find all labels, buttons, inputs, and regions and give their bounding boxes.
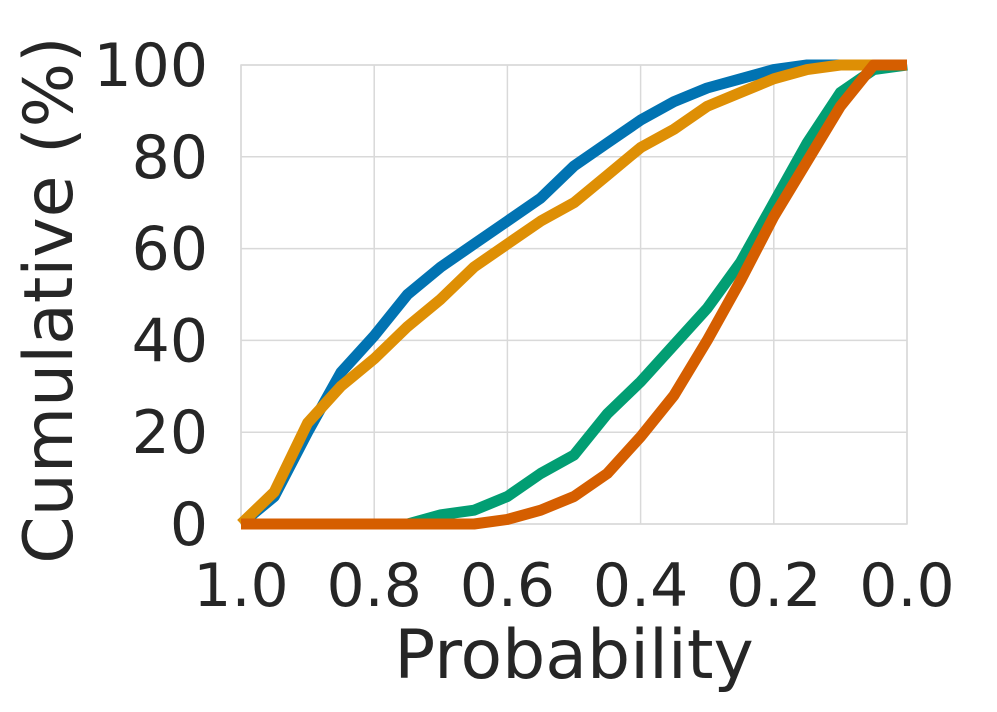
series-line-4 xyxy=(241,59,907,530)
y-tick-label: 40 xyxy=(132,306,208,376)
y-tick-label: 60 xyxy=(132,215,208,285)
x-tick-label: 0.6 xyxy=(460,551,555,621)
y-tick-label: 20 xyxy=(132,398,208,468)
x-tick-label: 1.0 xyxy=(193,551,288,621)
x-tick-label: 0.8 xyxy=(326,551,421,621)
y-tick-labels: 0 20 40 60 80 100 xyxy=(93,31,208,560)
plot-area xyxy=(237,59,908,530)
x-axis-label: Probability xyxy=(394,616,753,695)
x-gridlines xyxy=(240,65,908,524)
series-layer xyxy=(237,59,908,530)
x-tick-label: 0.2 xyxy=(726,551,821,621)
x-tick-labels: 1.0 0.8 0.6 0.4 0.2 0.0 xyxy=(193,551,954,621)
y-tick-label: 80 xyxy=(132,123,208,193)
x-tick-label: 0.4 xyxy=(593,551,688,621)
y-tick-label: 0 xyxy=(170,490,208,560)
y-axis-label: Cumulative (%) xyxy=(10,36,89,563)
x-tick-label: 0.0 xyxy=(859,551,954,621)
series-line-2 xyxy=(237,59,907,528)
y-tick-label: 100 xyxy=(93,31,208,101)
series-line-1 xyxy=(237,59,907,529)
